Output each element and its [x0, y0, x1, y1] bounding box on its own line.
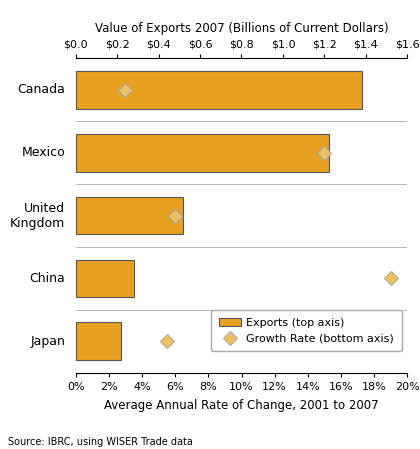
Bar [76, 71, 362, 109]
X-axis label: Value of Exports 2007 (Billions of Current Dollars): Value of Exports 2007 (Billions of Curre… [94, 22, 388, 35]
Bar [76, 197, 184, 234]
Bar [76, 134, 328, 172]
Text: Source: IBRC, using WISER Trade data: Source: IBRC, using WISER Trade data [8, 437, 193, 447]
Bar [76, 322, 121, 360]
Bar [76, 260, 134, 297]
